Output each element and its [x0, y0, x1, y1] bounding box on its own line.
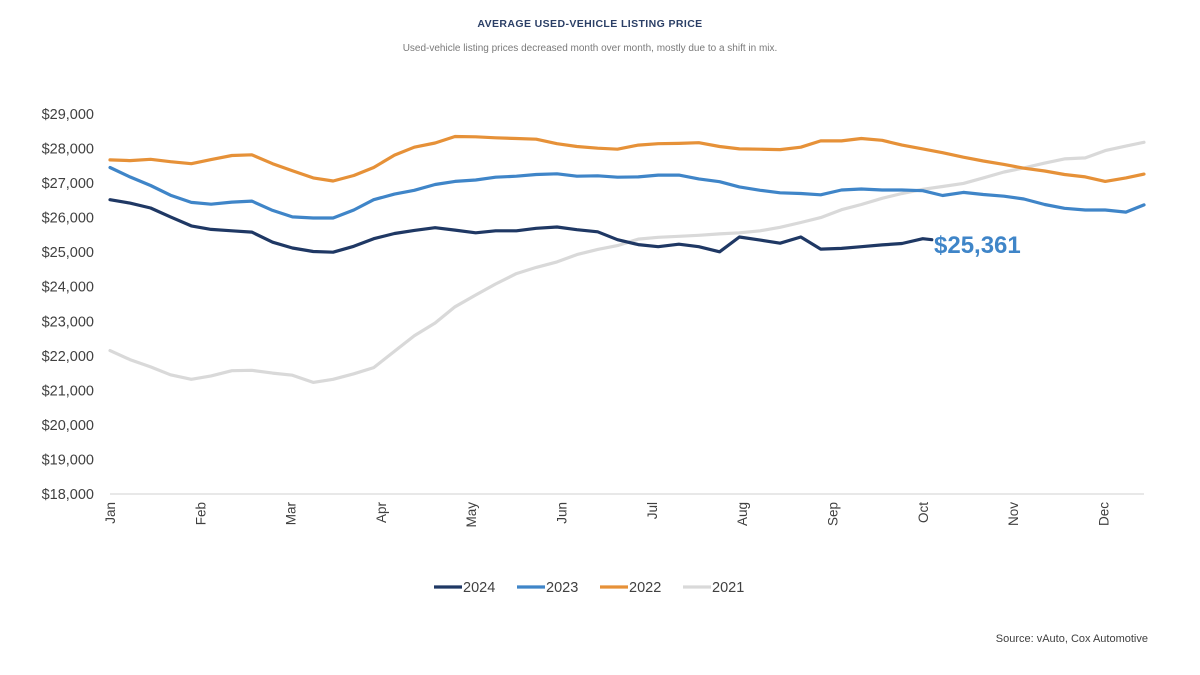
x-tick-label: Feb	[193, 502, 208, 525]
x-tick-label: Jan	[103, 502, 118, 524]
x-axis: Jan Feb Mar Apr May Jun Jul Aug Sep Oct Nov Dec	[103, 501, 1111, 527]
legend-label-2021: 2021	[712, 580, 744, 596]
x-tick-label: Sep	[825, 502, 840, 526]
series-line-2023	[108, 165, 1146, 220]
y-tick-label: $23,000	[42, 314, 94, 330]
y-axis: $18,000 $19,000 $20,000 $21,000 $22,000 $23,0…	[42, 107, 94, 503]
series-layer	[108, 134, 1146, 384]
y-tick-label: $22,000	[42, 349, 94, 365]
y-tick-label: $18,000	[42, 487, 94, 503]
legend-label-2022: 2022	[629, 580, 661, 596]
legend-label-2023: 2023	[546, 580, 578, 596]
x-tick-label: Jul	[645, 502, 660, 519]
chart-subtitle: Used-vehicle listing prices decreased mo…	[403, 43, 778, 54]
series-line-2024	[108, 198, 934, 254]
x-tick-label: Dec	[1096, 502, 1111, 526]
series-line-2022	[108, 134, 1146, 183]
y-tick-label: $21,000	[42, 383, 94, 399]
x-tick-label: Nov	[1006, 502, 1021, 526]
y-tick-label: $26,000	[42, 211, 94, 227]
x-tick-label: Aug	[735, 502, 750, 526]
y-tick-label: $29,000	[42, 107, 94, 123]
y-tick-label: $28,000	[42, 142, 94, 158]
x-tick-label: Apr	[374, 502, 389, 524]
x-tick-label: Jun	[555, 502, 570, 524]
y-tick-label: $20,000	[42, 418, 94, 434]
legend-label-2024: 2024	[463, 580, 495, 596]
legend: 2024 2023 2022 2021	[434, 580, 744, 596]
x-tick-label: Oct	[916, 502, 931, 523]
x-tick-label: Mar	[284, 501, 299, 525]
y-tick-label: $19,000	[42, 452, 94, 468]
chart-title: AVERAGE USED-VEHICLE LISTING PRICE	[477, 18, 702, 30]
y-tick-label: $24,000	[42, 280, 94, 296]
latest-value-callout: $25,361	[934, 232, 1021, 259]
y-tick-label: $25,000	[42, 245, 94, 261]
source-note: Source: vAuto, Cox Automotive	[996, 633, 1148, 645]
x-tick-label: May	[464, 502, 479, 528]
y-tick-label: $27,000	[42, 176, 94, 192]
